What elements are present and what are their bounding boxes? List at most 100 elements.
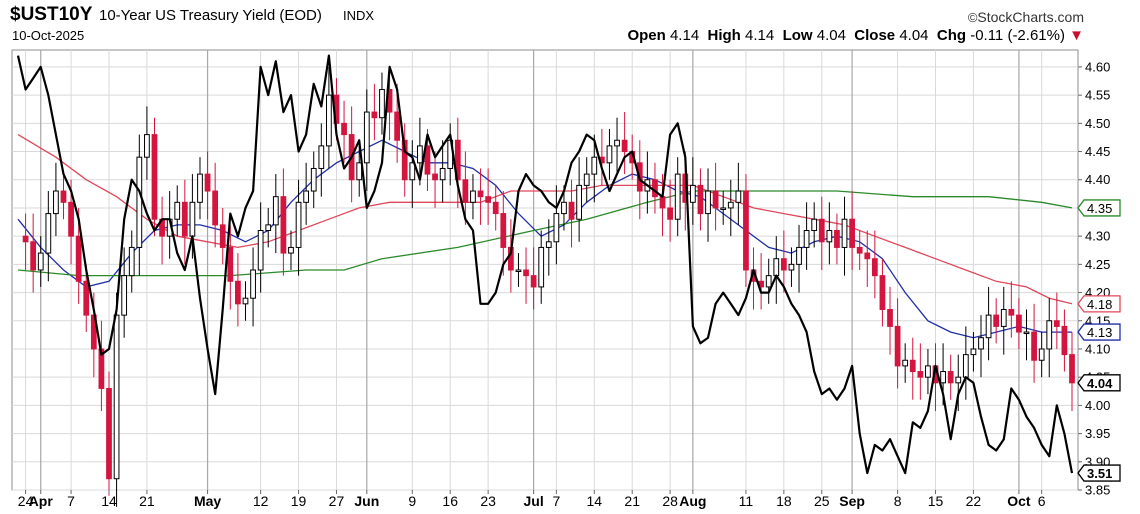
- candle-body: [864, 252, 871, 260]
- candle-body: [545, 241, 552, 248]
- candle-body: [280, 196, 287, 254]
- candle-body: [242, 297, 249, 305]
- candle-body: [60, 190, 67, 203]
- candle-body: [879, 275, 886, 310]
- candle-body: [614, 139, 620, 147]
- candle-body: [128, 246, 135, 277]
- x-tick-label: Sep: [839, 493, 865, 509]
- candle-body: [83, 280, 90, 316]
- price-label: 4.04: [1077, 374, 1121, 392]
- candle-body: [530, 275, 537, 288]
- symbol-title: $UST10Y: [10, 4, 93, 25]
- candle-body: [553, 213, 560, 243]
- x-tick-label: 21: [139, 493, 155, 509]
- candle-body: [871, 258, 878, 277]
- candle-body: [500, 213, 507, 248]
- candle-body: [689, 184, 696, 203]
- candle-body: [667, 207, 673, 220]
- candle-body: [189, 201, 196, 237]
- candle-body: [659, 196, 666, 209]
- candle-body: [887, 308, 893, 327]
- candle-body: [75, 235, 82, 282]
- y-tick-label: 4.55: [1085, 88, 1110, 103]
- candle-body: [151, 134, 158, 220]
- close-label: Close: [854, 27, 896, 44]
- low-label: Low: [782, 27, 813, 44]
- candle-body: [174, 201, 181, 220]
- candle-body: [1069, 354, 1075, 384]
- candle-body: [743, 190, 749, 271]
- candle-body: [803, 230, 810, 248]
- candle-body: [780, 258, 787, 271]
- x-tick-label: 18: [776, 493, 792, 509]
- candle-body: [68, 201, 74, 237]
- candle-body: [30, 241, 37, 271]
- candle-body: [902, 359, 909, 367]
- candle-body: [955, 376, 962, 384]
- candle-body: [978, 337, 984, 350]
- price-label-box: [1077, 199, 1121, 217]
- x-tick-label: 25: [814, 493, 830, 509]
- y-tick-label: 4.50: [1085, 116, 1110, 131]
- candle-body: [53, 190, 59, 215]
- candle-body: [136, 156, 143, 248]
- candle-body: [1031, 331, 1037, 361]
- candle-body: [523, 269, 529, 277]
- candle-body: [379, 88, 385, 119]
- candle-body: [432, 173, 438, 181]
- candle-body: [727, 201, 734, 209]
- x-tick-label: Jun: [354, 493, 379, 509]
- ohlc-readout: Open 4.14 High 4.14 Low 4.04 Close 4.04 …: [627, 27, 1084, 44]
- candle-body: [1046, 320, 1053, 350]
- x-tick-label: 6: [1038, 493, 1046, 509]
- candle-body: [818, 218, 825, 243]
- candle-body: [265, 224, 272, 232]
- candle-body: [735, 190, 742, 203]
- candle-body: [470, 190, 476, 203]
- candle-body: [326, 94, 332, 147]
- candle-body: [181, 201, 188, 237]
- candle-body: [841, 218, 848, 248]
- chart-name: 10-Year US Treasury Yield (EOD): [99, 7, 322, 24]
- candle-body: [970, 348, 977, 356]
- candle-body: [1053, 320, 1060, 327]
- candle-body: [219, 224, 226, 248]
- candle-body: [257, 230, 264, 271]
- candle-body: [288, 246, 294, 254]
- candle-body: [37, 252, 44, 271]
- candle-body: [674, 173, 681, 220]
- x-tick-label: 19: [291, 493, 307, 509]
- candle-body: [697, 184, 704, 215]
- price-label-box: [1077, 464, 1121, 482]
- copyright-icon: ©: [967, 10, 978, 25]
- candle-body: [485, 196, 492, 203]
- x-tick-label: 16: [442, 493, 458, 509]
- chart-date: 10-Oct-2025: [12, 28, 85, 43]
- x-tick-label: 23: [480, 493, 496, 509]
- candle-body: [272, 196, 279, 226]
- candle-body: [1038, 348, 1045, 361]
- candle-body: [303, 190, 310, 203]
- candle-body: [394, 111, 401, 141]
- candle-body: [849, 218, 855, 248]
- open-label: Open: [627, 27, 666, 44]
- change-value: -0.11 (-2.61%): [970, 27, 1065, 44]
- candle-body: [356, 162, 363, 181]
- candle-body: [856, 246, 863, 254]
- candle-body: [925, 365, 931, 378]
- candle-body: [606, 145, 613, 164]
- price-label-text: 4.13: [1087, 325, 1112, 340]
- brand-watermark[interactable]: ©StockCharts.com: [968, 9, 1084, 25]
- candle-body: [250, 269, 256, 299]
- high-label: High: [707, 27, 741, 44]
- x-tick-label: 8: [894, 493, 902, 509]
- x-tick-label: 7: [552, 493, 560, 509]
- candle-body: [106, 387, 112, 480]
- x-tick-label: 21: [624, 493, 640, 509]
- candle-body: [591, 156, 598, 175]
- open-value: 4.14: [669, 27, 700, 44]
- candle-body: [515, 269, 522, 272]
- x-tick-label: Aug: [679, 493, 706, 509]
- candle-body: [462, 179, 469, 203]
